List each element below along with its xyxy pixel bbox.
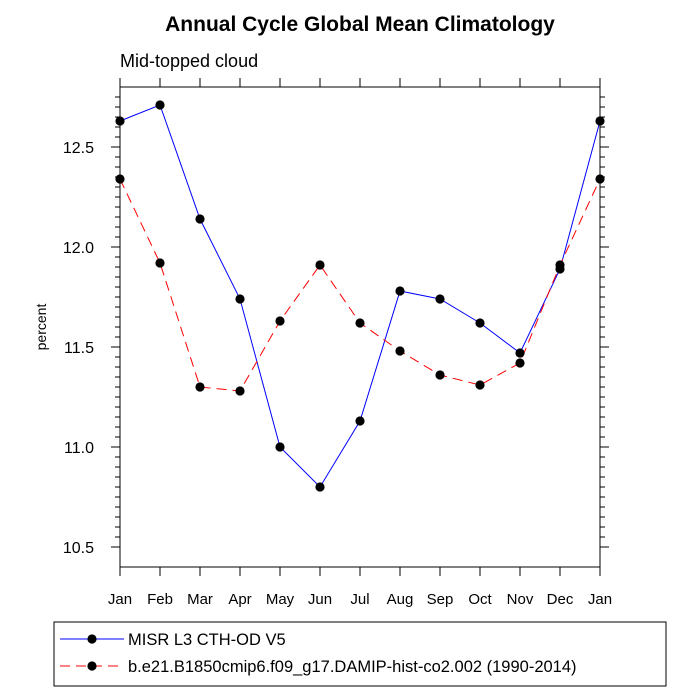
legend-label-2: b.e21.B1850cmip6.f09_g17.DAMIP-hist-co2.… xyxy=(128,658,577,676)
x-tick-label: Nov xyxy=(507,591,534,608)
series-1-point xyxy=(435,294,445,304)
legend-box xyxy=(53,621,667,687)
x-tick-label: Jul xyxy=(350,591,369,608)
series-2-point xyxy=(435,370,445,380)
x-tick-label: Sep xyxy=(427,591,454,608)
x-tick-label: Dec xyxy=(547,591,574,608)
legend-marker-1 xyxy=(87,634,97,644)
x-tick-label: Mar xyxy=(187,591,213,608)
series-layer xyxy=(115,100,605,492)
series-2-point xyxy=(595,174,605,184)
series-2-point xyxy=(355,318,365,328)
x-tick-label: Feb xyxy=(147,591,173,608)
series-2-point xyxy=(515,358,525,368)
y-tick-label: 11.0 xyxy=(64,440,94,457)
series-1-point xyxy=(115,116,125,126)
series-1-point xyxy=(395,286,405,296)
x-ticks: Jan Feb Mar Apr May Jun Jul Aug Sep Oct Nov Dec Jan xyxy=(108,78,612,608)
series-1-point xyxy=(155,100,165,110)
x-tick-label: Jun xyxy=(308,591,332,608)
legend-label-1: MISR L3 CTH-OD V5 xyxy=(128,631,286,649)
series-2-point xyxy=(395,346,405,356)
legend: MISR L3 CTH-OD V5 b.e21.B1850cmip6.f09_g1… xyxy=(53,621,667,687)
x-tick-label: Jan xyxy=(108,591,132,608)
legend-marker-2 xyxy=(87,661,97,671)
series-1-point xyxy=(595,116,605,126)
y-tick-label: 12.5 xyxy=(63,140,94,157)
series-1-point xyxy=(355,416,365,426)
x-tick-label: Oct xyxy=(468,591,492,608)
y-tick-label: 10.5 xyxy=(63,540,94,557)
y-tick-label: 11.5 xyxy=(64,340,94,357)
series-1-point xyxy=(475,318,485,328)
x-tick-label: Aug xyxy=(387,591,414,608)
series-1-point xyxy=(235,294,245,304)
series-1-point xyxy=(315,482,325,492)
y-axis-label: percent xyxy=(33,304,49,351)
series-line-1 xyxy=(119,104,601,488)
series-1-point xyxy=(275,442,285,452)
series-2-point xyxy=(475,380,485,390)
series-2-point xyxy=(235,386,245,396)
series-2-point xyxy=(115,174,125,184)
series-2-point xyxy=(315,260,325,270)
series-2-point xyxy=(555,260,565,270)
x-tick-label: Jan xyxy=(588,591,612,608)
series-2-point xyxy=(195,382,205,392)
x-tick-label: May xyxy=(266,591,295,608)
series-1-point xyxy=(195,214,205,224)
y-tick-label: 12.0 xyxy=(63,240,94,257)
y-ticks: 10.5 11.0 11.5 12.0 12.5 xyxy=(63,96,609,557)
series-1-point xyxy=(515,348,525,358)
series-2-point xyxy=(155,258,165,268)
chart-title: Annual Cycle Global Mean Climatology xyxy=(165,13,555,36)
series-2-point xyxy=(275,316,285,326)
chart-subtitle: Mid-topped cloud xyxy=(120,51,258,71)
series-line-2 xyxy=(119,178,601,392)
x-tick-label: Apr xyxy=(228,591,251,608)
